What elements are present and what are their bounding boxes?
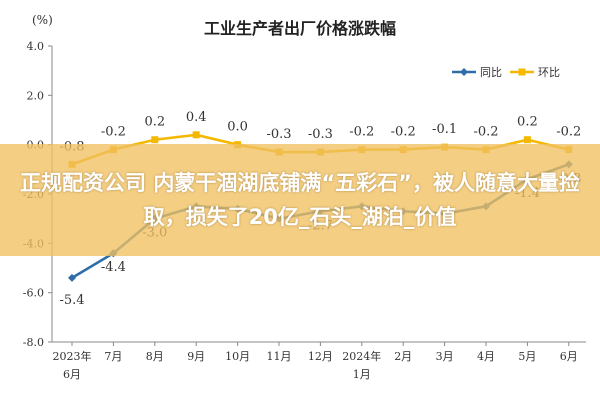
data-label: -0.2 xyxy=(349,125,374,140)
data-label: -4.4 xyxy=(101,260,126,275)
headline-banner: 正规配资公司 内蒙干涸湖底铺满“五彩石”，被人随意大量捡取，损失了20亿_石头_… xyxy=(0,144,600,256)
data-label: 0.2 xyxy=(144,115,165,130)
x-tick-label: 3月 xyxy=(436,350,454,363)
unit-label: (%) xyxy=(32,13,53,27)
y-tick-label: -6.0 xyxy=(23,287,44,300)
y-tick-label: 4.0 xyxy=(27,40,45,53)
chart-title: 工业生产者出厂价格涨跌幅 xyxy=(204,19,396,38)
x-tick-label: 5月 xyxy=(518,350,536,363)
legend-label: 同比 xyxy=(480,66,502,79)
data-point-mom xyxy=(523,136,531,144)
x-tick-label: 4月 xyxy=(477,350,495,363)
x-tick-label: 6月 xyxy=(560,350,578,363)
data-label: -0.2 xyxy=(101,125,126,140)
x-tick-label: 2月 xyxy=(394,350,412,363)
legend-label: 环比 xyxy=(538,66,560,79)
data-label: 0.2 xyxy=(517,115,538,130)
data-label: 0.4 xyxy=(186,110,207,125)
y-tick-label: 2.0 xyxy=(27,89,45,102)
x-tick-label: 12月 xyxy=(308,350,333,363)
data-label: -0.3 xyxy=(266,127,291,142)
x-tick-label: 10月 xyxy=(225,350,250,363)
x-tick-label: 2024年 1月 xyxy=(342,349,381,381)
legend: 同比 环比 xyxy=(452,66,560,79)
y-tick-label: -8.0 xyxy=(23,336,44,349)
legend-marker xyxy=(518,68,526,76)
x-tick-label: 9月 xyxy=(187,350,205,363)
data-point-yoy xyxy=(68,273,76,282)
data-label: -0.2 xyxy=(391,125,416,140)
data-label: 0.0 xyxy=(227,120,248,135)
data-label: -0.2 xyxy=(556,125,581,140)
x-tick-label: 8月 xyxy=(146,350,164,363)
x-tick-label: 2023年 6月 xyxy=(53,349,92,381)
x-axis-ticks: 2023年 6月 7月 8月 9月 10月 11月 12月 2024年 1月 2月 3月 4月 5月 6月 xyxy=(53,342,578,381)
data-point-mom xyxy=(192,131,200,139)
data-label: -0.3 xyxy=(308,127,333,142)
x-tick-label: 11月 xyxy=(267,350,292,363)
legend-marker xyxy=(460,68,468,76)
headline-text: 正规配资公司 内蒙干涸湖底铺满“五彩石”，被人随意大量捡取，损失了20亿_石头_… xyxy=(20,171,580,229)
data-label: -0.2 xyxy=(473,125,498,140)
data-point-mom xyxy=(151,136,159,144)
data-label: -5.4 xyxy=(59,293,84,308)
x-tick-label: 7月 xyxy=(104,350,122,363)
data-label: -0.1 xyxy=(432,122,457,137)
